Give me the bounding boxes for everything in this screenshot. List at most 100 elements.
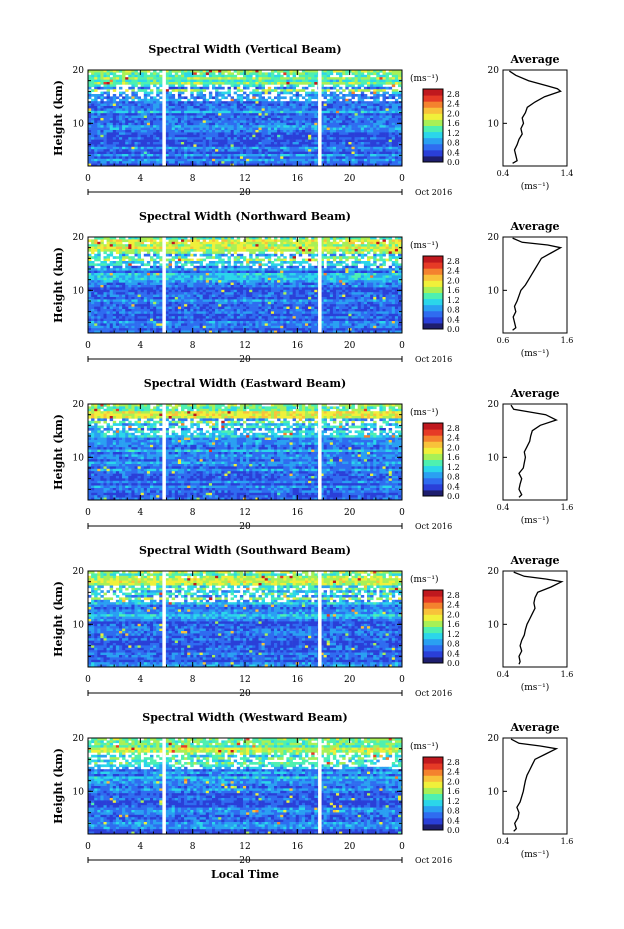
heatmap-cell bbox=[181, 122, 185, 126]
heatmap-cell bbox=[106, 113, 110, 116]
heatmap-cell bbox=[295, 154, 300, 157]
heatmap-cell bbox=[264, 156, 269, 160]
heatmap-cell bbox=[367, 134, 371, 138]
heatmap-cell bbox=[342, 110, 346, 114]
heatmap-cell bbox=[171, 137, 176, 140]
heatmap-cell bbox=[243, 79, 247, 83]
heatmap-cell bbox=[97, 268, 101, 271]
heatmap-cell bbox=[233, 113, 238, 116]
heatmap-cell bbox=[339, 139, 343, 143]
heatmap-cell bbox=[119, 246, 123, 250]
heatmap-cell bbox=[394, 244, 399, 247]
heatmap-cell bbox=[88, 253, 92, 257]
heatmap-cell bbox=[270, 77, 275, 80]
heatmap-cell bbox=[339, 237, 343, 240]
heatmap-cell bbox=[363, 161, 368, 164]
heatmap-cell bbox=[270, 125, 275, 128]
heatmap-cell bbox=[370, 118, 374, 121]
heatmap-cell bbox=[292, 161, 296, 164]
heatmap-cell bbox=[122, 113, 126, 116]
heatmap-cell bbox=[345, 94, 349, 97]
heatmap-cell bbox=[258, 77, 262, 80]
heatmap-cell bbox=[326, 263, 331, 267]
heatmap-cell bbox=[351, 96, 355, 100]
heatmap-cell bbox=[205, 251, 210, 255]
heatmap-cell bbox=[143, 253, 148, 257]
data-gap bbox=[318, 70, 322, 166]
heatmap-cell bbox=[394, 261, 399, 264]
heatmap-cell bbox=[329, 130, 334, 133]
heatmap-cell bbox=[181, 89, 185, 92]
heatmap-cell bbox=[88, 265, 92, 269]
heatmap-cell bbox=[94, 241, 98, 245]
heatmap-cell bbox=[270, 118, 275, 121]
heatmap-cell bbox=[320, 120, 324, 124]
heatmap-cell bbox=[252, 246, 256, 250]
heatmap-cell bbox=[97, 241, 101, 245]
heatmap-cell bbox=[205, 86, 210, 90]
heatmap-cell bbox=[208, 132, 213, 136]
heatmap-cell bbox=[91, 249, 95, 252]
heatmap-cell bbox=[261, 134, 265, 138]
heatmap-cell bbox=[264, 89, 269, 92]
heatmap-cell bbox=[385, 244, 389, 247]
heatmap-cell bbox=[345, 151, 349, 155]
heatmap-cell bbox=[137, 74, 141, 78]
heatmap-cell bbox=[109, 70, 114, 73]
heatmap-cell bbox=[119, 74, 123, 78]
heatmap-cell bbox=[311, 161, 315, 164]
heatmap-cell bbox=[320, 74, 324, 78]
heatmap-cell bbox=[249, 144, 253, 148]
heatmap-cell bbox=[106, 106, 110, 109]
heatmap-cell bbox=[230, 74, 234, 78]
heatmap-cell bbox=[314, 237, 318, 240]
heatmap-cell bbox=[215, 137, 219, 140]
heatmap-cell bbox=[115, 263, 120, 267]
heatmap-cell bbox=[357, 72, 362, 76]
heatmap-cell bbox=[125, 261, 129, 264]
heatmap-cell bbox=[258, 239, 262, 243]
heatmap-cell bbox=[212, 246, 216, 250]
heatmap-cell bbox=[181, 142, 185, 145]
heatmap-cell bbox=[208, 251, 213, 255]
heatmap-cell bbox=[388, 139, 393, 143]
heatmap-cell bbox=[345, 158, 349, 162]
heatmap-cell bbox=[388, 154, 393, 157]
heatmap-cell bbox=[243, 96, 247, 100]
heatmap-cell bbox=[308, 241, 312, 245]
heatmap-cell bbox=[106, 103, 110, 107]
heatmap-cell bbox=[106, 98, 110, 102]
heatmap-cell bbox=[128, 74, 132, 78]
heatmap-cell bbox=[165, 249, 169, 252]
heatmap-cell bbox=[199, 125, 203, 128]
heatmap-cell bbox=[295, 82, 300, 85]
heatmap-cell bbox=[128, 130, 132, 133]
heatmap-cell bbox=[208, 110, 213, 114]
heatmap-cell bbox=[199, 106, 203, 109]
heatmap-cell bbox=[255, 253, 259, 257]
heatmap-cell bbox=[100, 115, 104, 119]
heatmap-cell bbox=[274, 125, 278, 128]
heatmap-cell bbox=[388, 237, 393, 240]
heatmap-cell bbox=[264, 106, 269, 109]
heatmap-cell bbox=[215, 106, 219, 109]
heatmap-cell bbox=[184, 256, 188, 259]
heatmap-cell bbox=[239, 115, 244, 119]
heatmap-cell bbox=[143, 132, 148, 136]
heatmap-cell bbox=[131, 115, 135, 119]
heatmap-cell bbox=[295, 246, 300, 250]
heatmap-cell bbox=[243, 74, 247, 78]
heatmap-cell bbox=[274, 120, 278, 124]
heatmap-cell bbox=[246, 151, 250, 155]
heatmap-cell bbox=[140, 77, 145, 80]
heatmap-cell bbox=[91, 156, 95, 160]
heatmap-cell bbox=[103, 265, 107, 269]
heatmap-cell bbox=[205, 244, 210, 247]
heatmap-cell bbox=[246, 258, 250, 262]
heatmap-cell bbox=[298, 101, 303, 104]
heatmap-cell bbox=[301, 130, 306, 133]
heatmap-cell bbox=[140, 144, 145, 148]
heatmap-cell bbox=[314, 127, 318, 131]
heatmap-cell bbox=[153, 98, 157, 102]
heatmap-cell bbox=[184, 101, 188, 104]
